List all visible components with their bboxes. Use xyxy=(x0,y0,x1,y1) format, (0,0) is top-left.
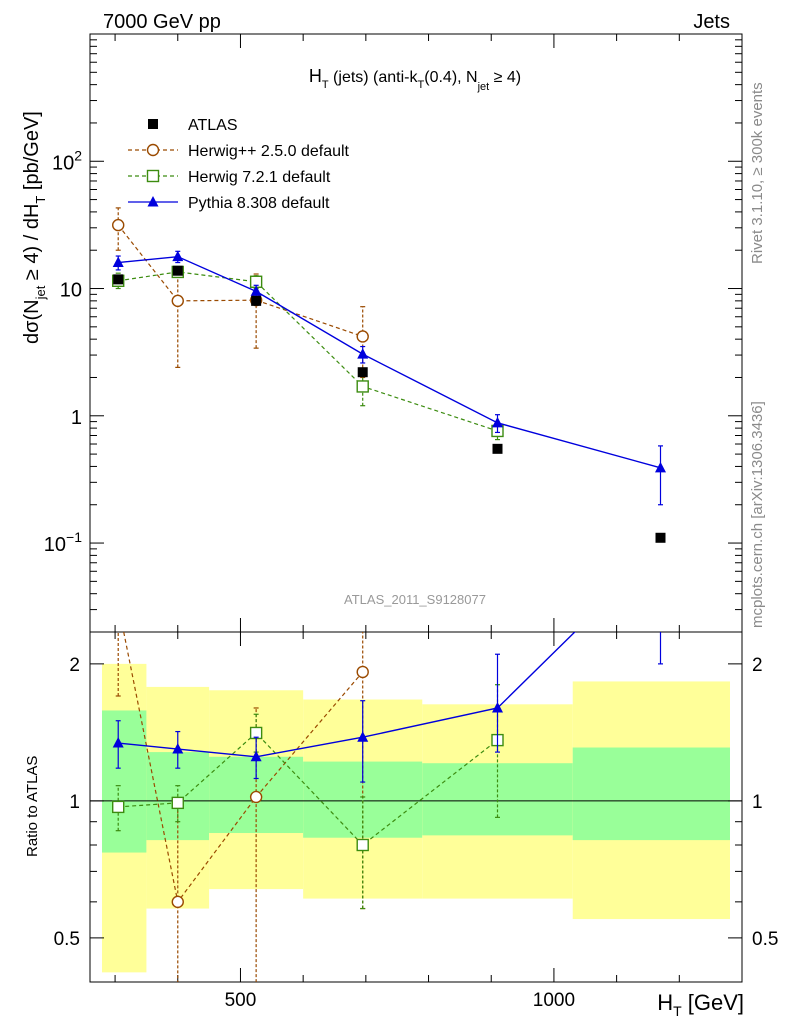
upper-y-tick-label: 1 xyxy=(71,407,82,429)
data-point-herwigpp xyxy=(112,218,125,232)
data-point-atlas xyxy=(357,367,368,378)
x-axis-title: HT [GeV] xyxy=(657,990,744,1019)
legend-label-atlas: ATLAS xyxy=(188,117,238,134)
ratio-line-pythia xyxy=(118,632,576,758)
ratio-point-pythia xyxy=(172,743,184,754)
upper-y-tick-label: 102 xyxy=(52,147,82,174)
ratio-point-pythia xyxy=(655,542,666,553)
legend-marker-pythia xyxy=(147,196,159,207)
data-point-pythia xyxy=(655,461,666,473)
ratio-point-pythia xyxy=(357,731,369,742)
ratio-y-tick-label-left: 1 xyxy=(69,792,80,813)
legend-item-herwigpp: Herwig++ 2.5.0 default xyxy=(128,143,350,160)
legend-label-herwigpp: Herwig++ 2.5.0 default xyxy=(188,143,350,160)
data-point-atlas xyxy=(113,274,124,285)
ratio-point-herwigpp xyxy=(249,790,263,804)
ratio-y-tick-label-right: 1 xyxy=(752,792,763,813)
analysis-id-label: ATLAS_2011_S9128077 xyxy=(344,592,486,607)
ratio-point-herwigpp xyxy=(171,895,184,909)
upper-y-tick-label: 10 xyxy=(60,280,82,302)
x-tick-label: 1000 xyxy=(533,990,575,1011)
green-band-bin xyxy=(102,710,147,853)
series-herwigpp xyxy=(112,207,369,379)
ratio-point-herwig7 xyxy=(112,800,125,814)
ratio-uncertainty-bands xyxy=(90,663,742,973)
upper-y-axis-title: dσ(Njet ≥ 4) / dHT [pb/GeV] xyxy=(21,111,48,344)
upper-y-tick-label: 10−1 xyxy=(44,529,82,556)
legend-label-herwig7: Herwig 7.2.1 default xyxy=(188,169,331,186)
upper-data-series xyxy=(112,207,666,543)
ratio-point-herwigpp xyxy=(113,599,124,610)
ratio-point-herwig7 xyxy=(171,796,184,810)
data-point-pythia xyxy=(492,416,503,428)
series-line-herwigpp xyxy=(117,224,363,338)
ratio-y-tick-label-left: 2 xyxy=(69,655,80,676)
legend-item-atlas: ATLAS xyxy=(148,117,238,134)
plot-title: HT (jets) (anti-kT(0.4), Njet ≥ 4) xyxy=(309,66,521,93)
legend-item-pythia: Pythia 8.308 default xyxy=(128,195,330,212)
header-process-label: Jets xyxy=(693,11,730,33)
axis-ticks xyxy=(90,34,743,983)
data-point-atlas xyxy=(251,295,262,306)
series-pythia xyxy=(112,250,666,506)
ratio-y-tick-label-left: 0.5 xyxy=(54,929,80,950)
ratio-y-tick-label-right: 0.5 xyxy=(752,929,778,950)
ratio-y-axis-title: Ratio to ATLAS xyxy=(24,756,41,857)
ratio-data-series xyxy=(112,542,666,982)
data-point-herwigpp xyxy=(171,294,184,308)
ratio-y-tick-labels: 0.5 0.5 1 1 2 2 xyxy=(54,655,779,950)
data-point-atlas xyxy=(492,443,503,454)
ratio-series-pythia xyxy=(112,542,666,783)
legend-marker-herwig7 xyxy=(146,169,160,183)
ratio-y-tick-label-right: 2 xyxy=(752,655,763,676)
green-band-bin xyxy=(422,763,573,836)
data-point-atlas xyxy=(655,532,666,543)
upper-y-tick-labels: 10−1 1 10 102 xyxy=(44,147,82,556)
green-band-bin xyxy=(572,747,730,841)
ratio-point-herwigpp xyxy=(356,665,369,679)
series-atlas xyxy=(113,265,666,543)
data-point-pythia xyxy=(357,348,369,359)
ratio-point-pythia xyxy=(250,750,262,762)
x-tick-labels: 500 1000 xyxy=(225,990,575,1011)
data-point-pythia xyxy=(250,285,262,296)
rivet-version-label: Rivet 3.1.10, ≥ 300k events xyxy=(749,82,766,264)
legend-marker-herwigpp xyxy=(146,143,160,157)
legend: ATLAS Herwig++ 2.5.0 default Herwig 7.2.1 … xyxy=(128,117,350,212)
data-point-pythia xyxy=(112,256,124,268)
legend-item-herwig7: Herwig 7.2.1 default xyxy=(128,169,331,186)
ratio-point-pythia xyxy=(492,701,503,713)
ratio-point-pythia xyxy=(112,737,124,748)
data-point-atlas xyxy=(172,265,183,276)
header-energy-label: 7000 GeV pp xyxy=(103,11,221,33)
x-tick-label: 500 xyxy=(225,990,257,1011)
mcplots-source-label: mcplots.cern.ch [arXiv:1306.3436] xyxy=(749,401,766,628)
ratio-plot-frame xyxy=(89,631,743,983)
data-point-pythia xyxy=(172,250,184,262)
ratio-point-herwig7 xyxy=(356,838,369,852)
data-point-herwigpp xyxy=(356,330,369,343)
legend-label-pythia: Pythia 8.308 default xyxy=(188,195,330,212)
legend-marker-atlas xyxy=(148,119,158,129)
series-line-pythia xyxy=(118,255,661,469)
data-point-herwig7 xyxy=(356,380,369,393)
